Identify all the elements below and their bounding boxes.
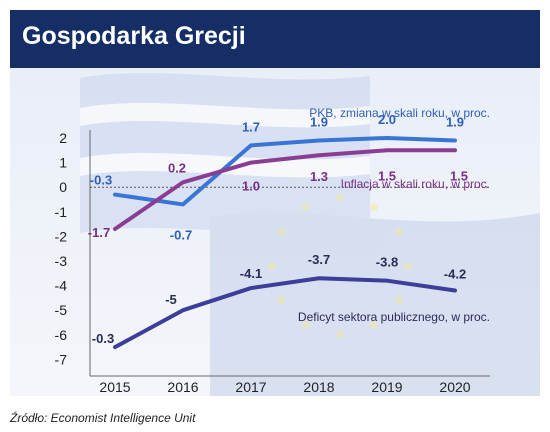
source-note: Źródło: Economist Intelligence Unit — [10, 411, 196, 425]
legend-deficyt: Deficyt sektora publicznego, w proc. — [298, 310, 490, 324]
data-label-pkb: 1.7 — [242, 119, 260, 134]
data-label-deficyt: -3.8 — [376, 255, 398, 270]
data-label-inflacja: -1.7 — [88, 225, 110, 240]
data-label-deficyt: -3.7 — [308, 252, 330, 267]
eu-star-icon — [393, 294, 405, 305]
data-label-inflacja: 1.5 — [378, 168, 396, 183]
data-label-pkb: -0.3 — [90, 173, 112, 188]
x-tick-label: 2018 — [303, 379, 334, 395]
y-tick-label: 1 — [59, 155, 67, 171]
data-label-inflacja: 1.5 — [450, 168, 468, 183]
data-label-deficyt: -5 — [165, 292, 177, 307]
data-label-pkb: 1.9 — [446, 114, 464, 129]
y-tick-label: 0 — [59, 179, 67, 195]
y-tick-label: -4 — [55, 278, 68, 294]
flag-decoration — [80, 73, 540, 396]
data-label-pkb: -0.7 — [170, 227, 192, 242]
eu-star-icon — [266, 260, 278, 271]
y-tick-label: -1 — [55, 204, 68, 220]
y-tick-label: -2 — [55, 228, 68, 244]
x-tick-label: 2016 — [167, 379, 198, 395]
data-labels: -0.3 -0.7 1.7 1.9 2.0 1.9 -1.7 0.2 1.0 1.3 1.5 1.5 -… — [88, 112, 468, 346]
x-tick-label: 2017 — [235, 379, 266, 395]
header: Gospodarka Grecji — [10, 10, 540, 68]
legend-inflacja: Inflacja w skali roku, w proc. — [341, 177, 490, 191]
data-label-pkb: 2.0 — [378, 112, 396, 127]
data-label-inflacja: 1.0 — [242, 179, 260, 194]
series-line-pkb — [113, 136, 457, 207]
eu-stars-decoration — [266, 192, 414, 339]
eu-star-icon — [334, 328, 346, 339]
data-label-pkb: 1.9 — [310, 114, 328, 129]
y-tick-label: -3 — [55, 253, 68, 269]
data-label-inflacja: 0.2 — [168, 160, 186, 175]
y-tick-label: -7 — [55, 351, 68, 367]
series-line-deficyt — [113, 276, 457, 350]
eu-star-icon — [334, 192, 346, 203]
data-label-inflacja: 1.3 — [310, 169, 328, 184]
line-chart: 210-1-2-3-4-5-6-7 2015 2016 2017 2018 2019 20… — [10, 68, 540, 396]
data-label-deficyt: -4.1 — [240, 266, 262, 281]
eu-star-icon — [368, 318, 380, 330]
x-axis-ticks: 2015 2016 2017 2018 2019 2020 — [99, 379, 470, 395]
data-label-deficyt: -4.2 — [444, 267, 466, 282]
page-title: Gospodarka Grecji — [22, 22, 246, 50]
x-tick-label: 2015 — [99, 379, 130, 395]
y-tick-label: -6 — [55, 327, 68, 343]
y-tick-label: -5 — [55, 302, 68, 318]
eu-star-icon — [393, 226, 405, 237]
eu-star-icon — [275, 294, 287, 305]
eu-star-icon — [368, 201, 380, 212]
y-axis-ticks: 2 1 0 -1 -2 -3 -4 -5 -6 -7 — [55, 130, 68, 367]
eu-star-icon — [300, 201, 312, 212]
y-tick-label: 2 — [59, 130, 67, 146]
eu-star-icon — [275, 226, 287, 237]
data-label-deficyt: -0.3 — [92, 331, 114, 346]
eu-star-icon — [300, 318, 312, 330]
legend-pkb: PKB, zmiana w skali roku, w proc. — [309, 106, 490, 120]
series-lines — [113, 136, 457, 350]
x-tick-label: 2019 — [371, 379, 402, 395]
eu-star-icon — [402, 260, 414, 271]
series-line-inflacja — [113, 148, 457, 232]
x-tick-label: 2020 — [439, 379, 470, 395]
